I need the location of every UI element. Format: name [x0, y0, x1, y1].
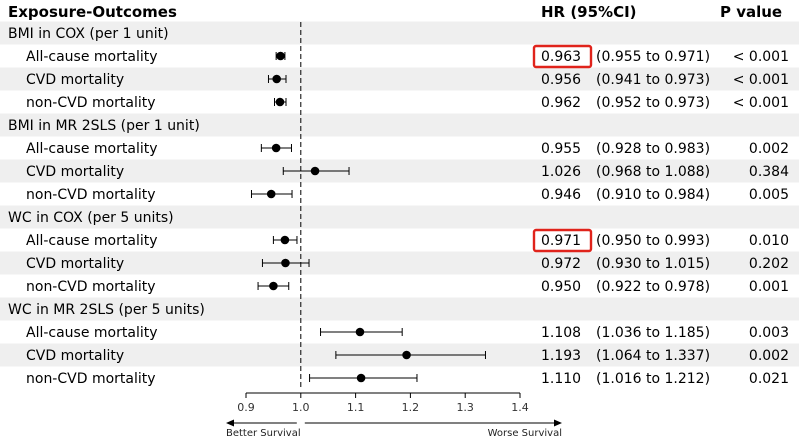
annotation-better-survival: Better Survival — [226, 428, 301, 439]
ci-value: (0.930 to 1.015) — [596, 256, 710, 272]
row-stripe — [0, 67, 799, 91]
hr-point — [271, 143, 281, 153]
ci-value: (0.928 to 0.983) — [596, 141, 710, 157]
hr-value: 1.108 — [541, 325, 581, 341]
p-value: 0.002 — [749, 348, 789, 364]
ci-value: (0.968 to 1.088) — [596, 164, 710, 180]
hr-point — [275, 97, 285, 107]
p-value: < 0.001 — [733, 95, 789, 111]
hr-value: 0.955 — [541, 141, 581, 157]
hr-point — [402, 350, 411, 360]
outcome-label: non-CVD mortality — [26, 187, 156, 203]
hr-value: 0.956 — [541, 72, 581, 88]
highlight-box — [532, 228, 593, 253]
row-labels: BMI in COX (per 1 unit) All-cause mortali… — [8, 26, 789, 387]
ci-value: (0.955 to 0.971) — [596, 49, 710, 65]
hr-point — [280, 235, 290, 245]
outcome-label: CVD mortality — [26, 72, 124, 88]
row-stripe — [0, 251, 799, 275]
hr-value: 0.963 — [541, 49, 581, 65]
hr-value: 0.946 — [541, 187, 581, 203]
group-label: BMI in COX (per 1 unit) — [8, 26, 169, 42]
x-axis: 0.9 1.0 1.1 1.2 1.3 1.4 — [226, 392, 562, 427]
p-value: 0.021 — [749, 371, 789, 387]
hr-point — [281, 258, 290, 268]
p-value: 0.005 — [749, 187, 789, 203]
ci-value: (0.950 to 0.993) — [596, 233, 710, 249]
row-stripe — [0, 205, 799, 229]
hr-value: 0.962 — [541, 95, 581, 111]
hr-point — [269, 281, 278, 291]
row-stripe — [0, 159, 799, 183]
p-value: 0.003 — [749, 325, 789, 341]
hr-point — [272, 74, 281, 84]
hr-value: 1.193 — [541, 348, 581, 364]
hr-value: 0.971 — [541, 233, 581, 249]
p-value: 0.001 — [749, 279, 789, 295]
outcome-label: CVD mortality — [26, 164, 124, 180]
header-p-value: P value — [720, 3, 782, 21]
tick-label: 1.2 — [402, 401, 420, 414]
outcome-label: non-CVD mortality — [26, 95, 156, 111]
header-outcome: Exposure-Outcomes — [8, 3, 177, 21]
p-value: 0.384 — [749, 164, 789, 180]
p-value: 0.202 — [749, 256, 789, 272]
annotation-worse-survival: Worse Survival — [488, 428, 562, 439]
plot-marks — [250, 22, 486, 388]
group-label: WC in COX (per 5 units) — [8, 210, 174, 226]
ci-value: (0.910 to 0.984) — [596, 187, 710, 203]
ci-value: (1.016 to 1.212) — [596, 371, 710, 387]
outcome-label: All-cause mortality — [26, 325, 158, 341]
header-hr: HR (95%CI) — [541, 3, 637, 21]
arrow-right-icon — [554, 419, 562, 427]
hr-point — [356, 373, 366, 383]
outcome-label: CVD mortality — [26, 348, 124, 364]
hr-point — [310, 166, 320, 176]
row-stripe — [0, 21, 799, 45]
p-value: < 0.001 — [733, 49, 789, 65]
ci-value: (0.941 to 0.973) — [596, 72, 710, 88]
outcome-label: All-cause mortality — [26, 141, 158, 157]
row-stripe — [0, 113, 799, 137]
p-value: 0.002 — [749, 141, 789, 157]
ci-value: (0.952 to 0.973) — [596, 95, 710, 111]
highlight-box — [532, 44, 593, 69]
hr-value: 0.950 — [541, 279, 581, 295]
tick-label: 1.0 — [292, 401, 310, 414]
p-value: 0.010 — [749, 233, 789, 249]
hr-value: 1.026 — [541, 164, 581, 180]
hr-point — [266, 189, 276, 199]
outcome-label: All-cause mortality — [26, 49, 158, 65]
tick-label: 1.1 — [347, 401, 365, 414]
group-label: BMI in MR 2SLS (per 1 unit) — [8, 118, 200, 134]
group-label: WC in MR 2SLS (per 5 units) — [8, 302, 205, 318]
hr-point — [276, 51, 285, 61]
hr-value: 0.972 — [541, 256, 581, 272]
outcome-label: non-CVD mortality — [26, 371, 156, 387]
ci-value: (1.036 to 1.185) — [596, 325, 710, 341]
ci-value: (0.922 to 0.978) — [596, 279, 710, 295]
ci-value: (1.064 to 1.337) — [596, 348, 710, 364]
tick-label: 0.9 — [237, 401, 255, 414]
outcome-label: non-CVD mortality — [26, 279, 156, 295]
tick-label: 1.3 — [456, 401, 474, 414]
hr-value: 1.110 — [541, 371, 581, 387]
arrow-left-icon — [226, 419, 234, 427]
outcome-label: CVD mortality — [26, 256, 124, 272]
hr-point — [355, 327, 365, 337]
tick-label: 1.4 — [511, 401, 529, 414]
row-stripe — [0, 297, 799, 321]
p-value: < 0.001 — [733, 72, 789, 88]
row-stripes — [0, 21, 799, 367]
outcome-label: All-cause mortality — [26, 233, 158, 249]
